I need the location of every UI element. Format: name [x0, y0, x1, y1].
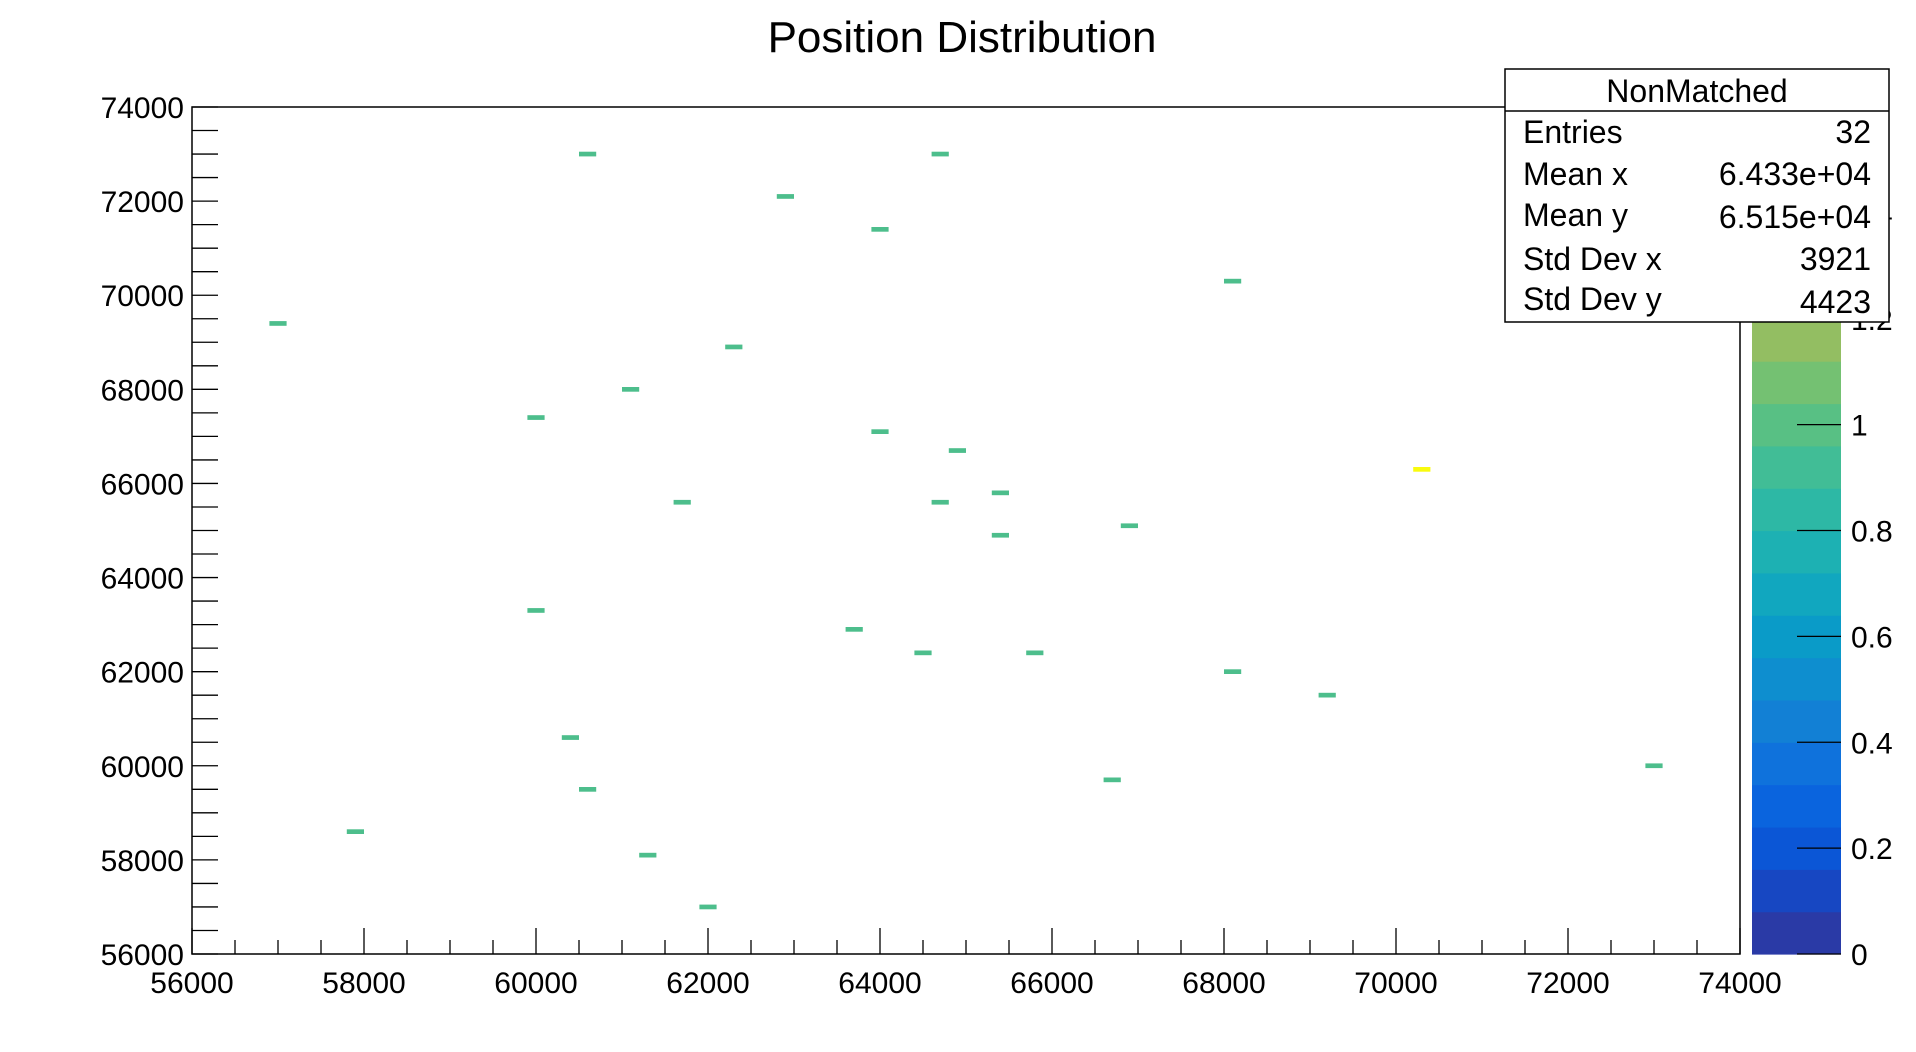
y-axis: 56000 58000 60000 62000 64000 66000 68000 70000… [101, 92, 218, 972]
bin [1120, 523, 1138, 529]
histogram-bins [269, 151, 1663, 910]
bin [1224, 278, 1242, 284]
colorbar-segment [1752, 318, 1841, 362]
x-tick-label: 64000 [838, 967, 921, 1000]
y-tick-label: 74000 [101, 92, 184, 125]
bin [527, 415, 545, 420]
colorbar-segment [1752, 530, 1841, 574]
bin [579, 787, 597, 792]
stat-value-std-dev-y: 4423 [1800, 284, 1871, 320]
stat-label-mean-y: Mean y [1523, 197, 1628, 233]
colorbar-tick-label: 0.4 [1851, 727, 1893, 760]
bin [991, 532, 1009, 538]
bin [1026, 650, 1044, 656]
bin [871, 429, 889, 434]
bin [931, 151, 949, 157]
bin [871, 227, 889, 232]
chart-title: Position Distribution [768, 13, 1157, 62]
x-tick-label: 62000 [666, 967, 749, 1000]
colorbar-segment [1752, 869, 1841, 913]
stat-value-mean-y: 6.515e+04 [1719, 199, 1871, 235]
y-tick-label: 60000 [101, 751, 184, 784]
bin [673, 499, 691, 505]
bin [561, 735, 579, 740]
y-tick-label: 56000 [101, 939, 184, 972]
bin [527, 608, 545, 613]
y-tick-label: 70000 [101, 280, 184, 313]
stat-label-entries: Entries [1523, 114, 1623, 150]
colorbar-segment [1752, 572, 1841, 616]
stat-label-mean-x: Mean x [1523, 156, 1628, 192]
bin [269, 321, 287, 326]
bin [776, 194, 794, 199]
bin [346, 829, 364, 834]
bin [948, 448, 966, 453]
stat-label-std-dev-y: Std Dev y [1523, 281, 1662, 317]
colorbar-tick-label: 0.2 [1851, 833, 1893, 866]
colorbar-segment [1752, 657, 1841, 701]
stats-box-name: NonMatched [1606, 73, 1787, 109]
bin [1413, 467, 1431, 472]
bin [1318, 692, 1336, 698]
x-tick-label: 74000 [1698, 967, 1781, 1000]
x-axis: 56000 58000 60000 62000 64000 66000 68000 70000… [150, 928, 1782, 1000]
x-tick-label: 60000 [494, 967, 577, 1000]
x-tick-label: 72000 [1526, 967, 1609, 1000]
bin [699, 904, 717, 910]
bin [931, 499, 949, 505]
colorbar-tick-label: 0.6 [1851, 621, 1893, 654]
y-tick-label: 62000 [101, 657, 184, 690]
stat-value-mean-x: 6.433e+04 [1719, 156, 1871, 192]
bin [622, 387, 640, 392]
stats-box: NonMatched Entries 32 Mean x 6.433e+04 M… [1504, 68, 1890, 323]
x-tick-label: 56000 [150, 967, 233, 1000]
colorbar-segment [1752, 784, 1841, 828]
bin [579, 151, 597, 157]
x-tick-label: 58000 [322, 967, 405, 1000]
y-tick-label: 64000 [101, 563, 184, 596]
stat-value-std-dev-x: 3921 [1800, 241, 1871, 277]
bin [639, 852, 657, 858]
bin [1103, 777, 1121, 783]
x-tick-label: 68000 [1182, 967, 1265, 1000]
y-tick-label: 58000 [101, 845, 184, 878]
stat-label-std-dev-x: Std Dev x [1523, 241, 1662, 277]
bin [1224, 669, 1242, 674]
bin [991, 490, 1009, 496]
colorbar-tick-label: 0.8 [1851, 516, 1893, 549]
bin [914, 650, 932, 656]
colorbar-tick-label: 1 [1851, 410, 1868, 443]
colorbar-tick-label: 0 [1851, 939, 1868, 972]
y-tick-label: 68000 [101, 374, 184, 407]
colorbar-segment [1752, 488, 1841, 532]
colorbar-segment [1752, 911, 1841, 955]
y-tick-label: 72000 [101, 186, 184, 219]
colorbar-segment [1752, 742, 1841, 786]
stat-value-entries: 32 [1835, 114, 1871, 150]
bin [725, 344, 743, 350]
x-tick-label: 70000 [1354, 967, 1437, 1000]
bin [845, 627, 863, 632]
y-tick-label: 66000 [101, 468, 184, 501]
bin [1645, 763, 1663, 769]
colorbar-segment [1752, 699, 1841, 743]
colorbar-segment [1752, 445, 1841, 489]
x-tick-label: 66000 [1010, 967, 1093, 1000]
colorbar-segment [1752, 361, 1841, 405]
